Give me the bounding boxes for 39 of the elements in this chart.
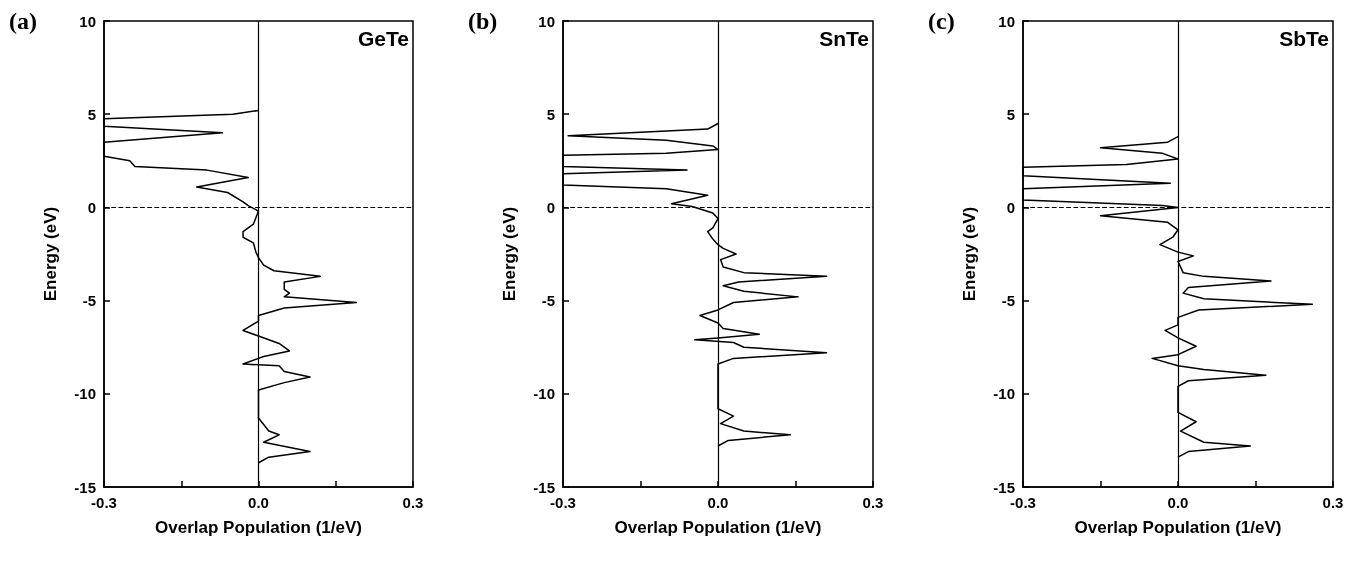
- x-tick-label: -0.3: [550, 494, 576, 511]
- y-tick-label: 10: [538, 12, 555, 30]
- y-axis-title: Energy (eV): [41, 206, 60, 302]
- x-tick-label: 0.0: [707, 494, 729, 511]
- y-tick-label: -15: [993, 478, 1015, 496]
- chart-title: (a): [9, 8, 37, 34]
- y-tick-label: 10: [998, 12, 1015, 30]
- x-tick-label: -0.3: [1010, 494, 1036, 511]
- y-tick-label: -10: [993, 385, 1015, 403]
- y-tick-label: -5: [1001, 292, 1015, 310]
- y-tick-label: -10: [533, 385, 555, 403]
- y-tick-label: 5: [1006, 105, 1015, 123]
- y-tick-label: -15: [74, 478, 96, 496]
- y-tick-label: 0: [546, 198, 555, 216]
- chart-title: (c): [928, 8, 955, 34]
- x-tick-label: 0.0: [1167, 494, 1189, 511]
- y-tick-label: 0: [87, 198, 96, 216]
- x-axis-title: Overlap Population (1/eV): [614, 518, 822, 537]
- y-axis-title: Energy (eV): [960, 206, 979, 302]
- annotation: SbTe: [1279, 27, 1330, 50]
- x-tick-label: 0.0: [248, 494, 269, 511]
- annotation: SnTe: [819, 27, 870, 50]
- y-tick-label: -15: [533, 478, 555, 496]
- x-axis-title: Overlap Population (1/eV): [1074, 518, 1282, 537]
- y-tick-label: 0: [1006, 198, 1015, 216]
- y-tick-label: 10: [79, 12, 96, 30]
- x-axis-title: Overlap Population (1/eV): [155, 518, 362, 537]
- y-tick-label: 5: [546, 105, 555, 123]
- x-tick-label: -0.3: [91, 494, 117, 511]
- y-tick-label: -5: [82, 292, 96, 310]
- x-tick-label: 0.3: [402, 494, 424, 511]
- y-tick-label: 5: [87, 105, 96, 123]
- y-tick-label: -5: [541, 292, 555, 310]
- y-axis-title: Energy (eV): [500, 206, 519, 302]
- annotation: GeTe: [358, 27, 410, 50]
- x-tick-label: 0.3: [862, 494, 884, 511]
- chart-title: (b): [468, 8, 498, 34]
- x-tick-label: 0.3: [1322, 494, 1344, 511]
- y-tick-label: -10: [74, 385, 96, 403]
